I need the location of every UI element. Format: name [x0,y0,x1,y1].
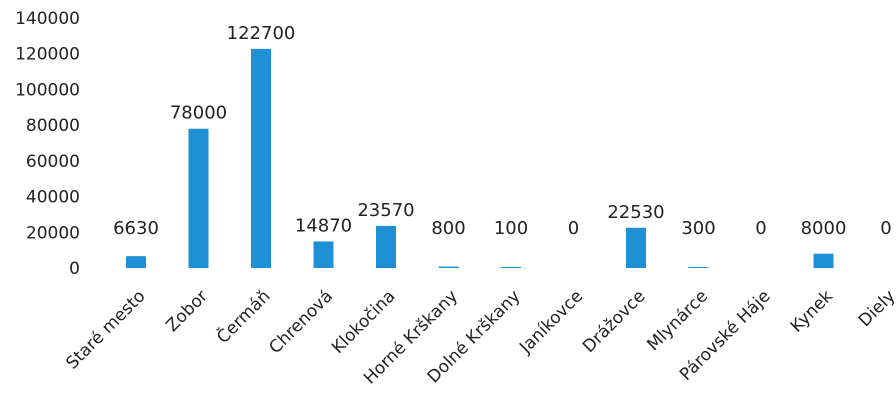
bar [626,227,646,268]
bar [126,256,146,268]
data-label: 300 [681,218,715,239]
data-label: 8000 [801,218,847,239]
bars-group [126,48,834,269]
data-label: 122700 [227,23,296,44]
x-tick-label: Drážovce [579,286,649,356]
x-axis-ticks: Staré mesto Zobor ČermáňChrenováKlokočinaH… [62,285,896,388]
data-label: 22530 [607,202,664,223]
data-label: 0 [880,218,891,239]
x-tick-label: Staré mesto [62,286,149,373]
bar [376,225,396,268]
data-label: 800 [431,218,465,239]
y-tick-label: 140000 [15,9,80,29]
x-tick-label: Janíkovce [515,286,587,358]
data-label: 0 [755,218,766,239]
bar [438,266,459,268]
x-tick-label: Diely [855,286,896,331]
y-tick-label: 40000 [26,188,80,208]
data-label: 0 [568,218,579,239]
y-tick-label: 60000 [26,152,80,172]
bar [501,267,521,268]
x-tick-label: Chrenová [265,286,337,358]
y-tick-label: 0 [69,259,80,279]
data-label: 23570 [357,200,414,221]
x-tick-label: Kynek [787,286,837,336]
y-tick-label: 20000 [26,223,80,243]
bar [813,253,834,268]
y-tick-label: 120000 [15,45,80,65]
data-label: 100 [494,218,528,239]
bar [313,241,334,268]
x-tick-label: Zobor [162,286,212,336]
data-label: 78000 [170,103,227,124]
bar [688,267,709,268]
data-label: 6630 [113,218,159,239]
y-tick-label: 100000 [15,80,80,100]
bar [251,48,271,269]
x-tick-label: Čermáň [212,285,275,348]
bar [188,128,209,268]
y-tick-label: 80000 [26,116,80,136]
y-axis-ticks: 0 20000 40000 60000 80000 100000 120000 140000 [15,9,80,279]
data-label: 14870 [295,215,352,236]
